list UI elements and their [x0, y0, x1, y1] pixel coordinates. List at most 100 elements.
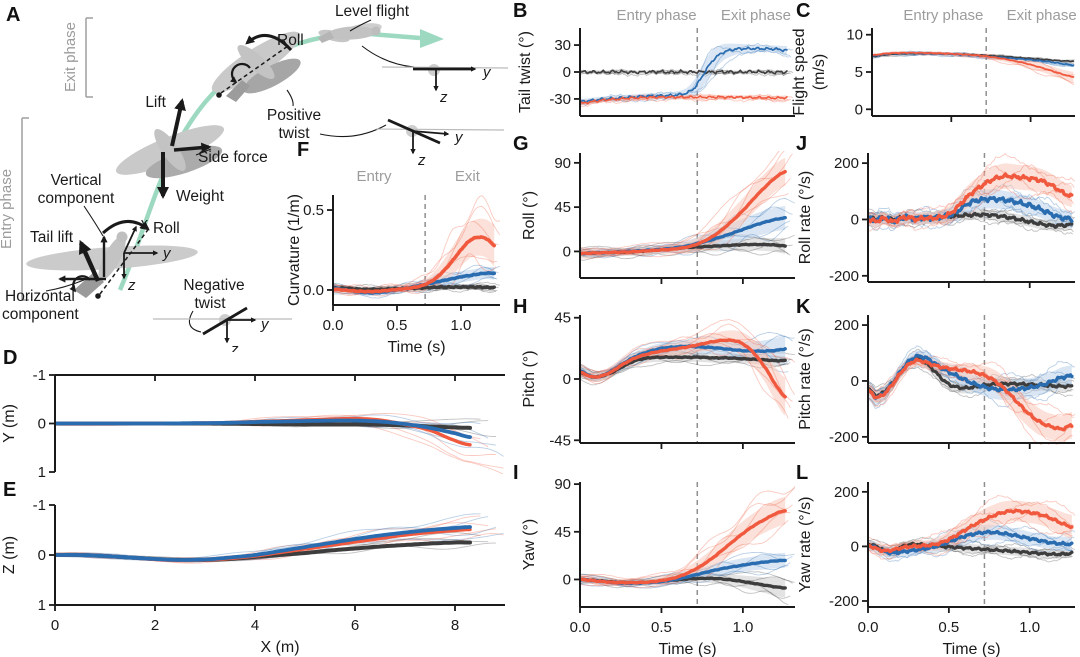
positive-twist-label: twist — [279, 125, 311, 142]
x-tick-label: 0.5 — [387, 317, 408, 334]
series-red-mean-line — [579, 95, 788, 105]
y-axis-title: Y (m) — [1, 404, 18, 443]
panel-letter-H: H — [513, 296, 527, 318]
series-red-band — [872, 51, 1074, 82]
series-black-trial-line — [579, 359, 789, 386]
series-red-mean-line — [332, 235, 496, 294]
series-red-trial-line — [579, 487, 795, 582]
y-axis-title: Tail twist (°) — [517, 31, 534, 113]
horizontal-component-label: Horizontal — [5, 288, 75, 305]
phase-label: Exit phase — [721, 7, 791, 24]
series-blue-mean-line — [54, 525, 472, 562]
trajectory-arrowhead-icon — [420, 29, 444, 48]
axis-dot — [216, 92, 222, 98]
y-tick-label: 0 — [851, 373, 859, 390]
x-tick-label: 0.0 — [858, 619, 879, 636]
series-red-trial-line — [579, 178, 791, 257]
series-blue-trial-line — [579, 225, 789, 259]
panel-letter-B: B — [513, 0, 527, 22]
y-tick-label: 0 — [855, 101, 863, 118]
panel-letter-E: E — [3, 479, 16, 501]
axis-x-label: x — [139, 215, 148, 232]
series-black-mean-line — [579, 69, 788, 75]
y-tick-label: -200 — [829, 593, 859, 610]
side-force-label: Side force — [198, 149, 268, 166]
phase-label: Entry — [356, 168, 392, 185]
y-tick-label: 0 — [38, 547, 46, 564]
series-red-trial-line — [579, 323, 795, 396]
panel-D: -1 0 1 Y (m) D — [1, 347, 505, 481]
series-red-trial-line — [579, 319, 796, 372]
series-red-trial-line — [867, 495, 1076, 548]
series-blue-trial-line — [332, 276, 497, 299]
tail-inset-level: y z — [381, 64, 509, 106]
axis-y-label: y — [454, 129, 464, 146]
twist-rotation-arrow-upper — [230, 62, 251, 83]
panel-B: 30 0 -30 Tail twist (°) Entry phase Exit phas… — [513, 0, 795, 122]
series-blue-trial-line — [871, 53, 1074, 68]
y-tick-label: 0 — [563, 371, 571, 388]
y-tick-label: -1 — [33, 497, 46, 514]
vertical-component-label: component — [38, 190, 115, 207]
y-tick-label: -45 — [549, 432, 571, 449]
panel-G: 90 45 0 Roll (°) G — [513, 133, 795, 284]
series-red-trial-line — [867, 184, 1074, 232]
body-axes: x y z — [121, 215, 172, 294]
y-tick-label: 30 — [554, 37, 571, 54]
x-tick-label: 0.0 — [570, 619, 591, 636]
y-tick-label: 10 — [846, 27, 863, 44]
tail-inset-negative-twist: y z — [153, 306, 292, 352]
series-red-mean-line — [579, 170, 787, 256]
twist-rotation-arrow-lower — [69, 275, 91, 293]
series-red-mean-line — [867, 357, 1074, 432]
series-red-mean-line — [871, 51, 1075, 78]
y-tick-label: 200 — [834, 484, 859, 501]
series-red-mean-line — [867, 172, 1074, 224]
weight-label: Weight — [176, 188, 225, 205]
panel-K: 200 0 -200 Pitch rate (°/s) K — [796, 296, 1076, 449]
x-tick-label: 0.5 — [651, 619, 672, 636]
panel-letter-L: L — [796, 462, 808, 484]
roll-upper-label: Roll — [277, 32, 304, 49]
y-tick-label: 0 — [563, 243, 571, 260]
series-blue-mean-line — [54, 418, 472, 439]
y-axis-title: Flight speed — [791, 28, 808, 115]
entry-phase-label: Entry phase — [0, 169, 15, 249]
panel-H: 45 0 -45 Pitch (°) H — [513, 296, 796, 449]
exit-phase-label: Exit phase — [62, 22, 79, 92]
level-flight-label: Level flight — [335, 3, 410, 20]
negative-twist-label: Negative — [183, 277, 244, 294]
bird-silhouette-level — [318, 23, 382, 43]
y-tick-label: 0 — [563, 64, 571, 81]
x-tick-label: 4 — [251, 617, 259, 634]
lift-label: Lift — [145, 94, 166, 111]
y-tick-label: 0 — [563, 571, 571, 588]
series-blue-band — [333, 266, 495, 296]
panel-letter-C: C — [796, 0, 810, 22]
y-tick-label: 0.0 — [303, 282, 324, 299]
y-tick-label: 200 — [834, 317, 859, 334]
roll-arrow-lower — [101, 220, 150, 235]
series-red-mean-line — [579, 338, 787, 399]
roll-arrow-upper — [245, 34, 293, 52]
series-red-band — [333, 218, 495, 295]
tail-lift-arrow — [78, 239, 101, 282]
horizontal-component-label: component — [2, 306, 79, 323]
series-blue-trial-line — [867, 539, 1073, 562]
x-axis-title: Time (s) — [387, 339, 445, 356]
y-tick-label: -1 — [33, 367, 46, 384]
axis-dot — [95, 293, 101, 299]
panel-letter-A: A — [6, 4, 20, 26]
y-tick-label: 45 — [554, 199, 571, 216]
y-axis-title: Curvature (1/m) — [286, 194, 303, 306]
x-axis-title: Time (s) — [942, 641, 1000, 657]
phase-label: Exit phase — [1007, 7, 1077, 24]
series-blue-mean-line — [867, 529, 1074, 556]
y-tick-label: 45 — [554, 310, 571, 327]
axis-y-label: y — [482, 64, 492, 81]
x-tick-label: 2 — [151, 617, 159, 634]
x-tick-label: 0.5 — [938, 619, 959, 636]
vertical-component-label: Vertical — [51, 172, 102, 189]
y-tick-label: 200 — [834, 155, 859, 172]
